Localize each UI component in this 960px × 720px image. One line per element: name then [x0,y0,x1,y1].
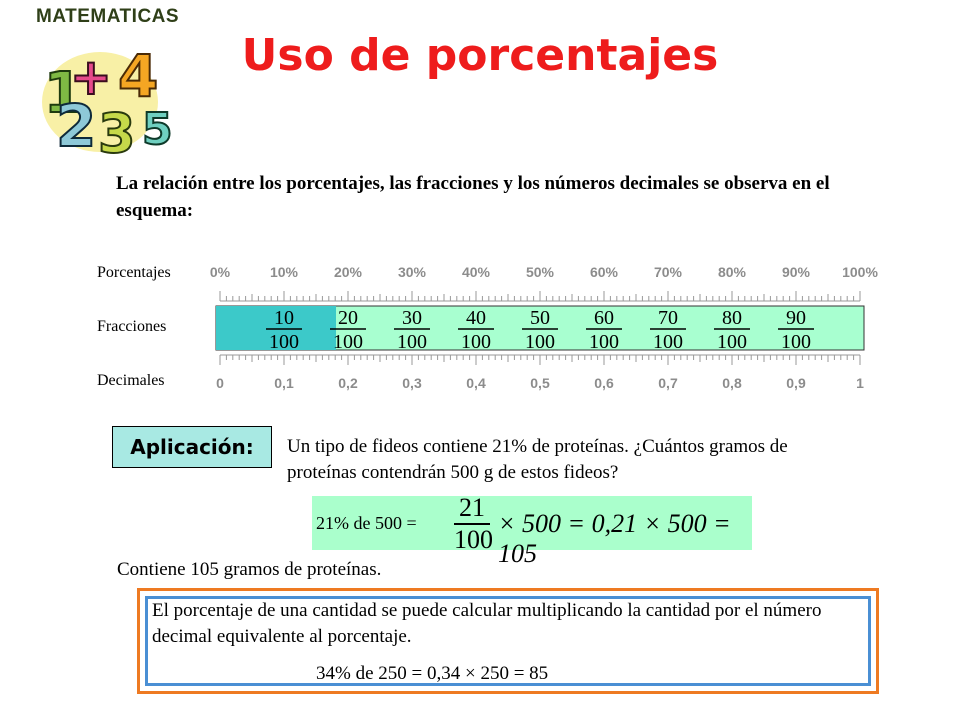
fraction-denominator: 100 [525,331,555,353]
fraction-bar-dark [216,306,336,350]
percent-tick-label: 60% [590,264,619,280]
application-question: Un tipo de fideos contiene 21% de proteí… [287,436,788,483]
formula-lead: 21% de 500 = [316,513,417,533]
formula-numerator: 21 [459,493,485,522]
fraction-denominator: 100 [397,331,427,353]
svg-text:3: 3 [98,102,136,156]
row-label-percent: Porcentajes [97,264,171,281]
decimal-tick-label: 1 [856,375,864,391]
decimal-tick-label: 0,1 [274,375,294,391]
percent-tick-label: 40% [462,264,491,280]
decimal-tick-label: 0,4 [466,375,486,391]
page-title: Uso de porcentajes [241,30,719,81]
svg-text:4: 4 [118,42,158,110]
decimal-tick-label: 0,6 [594,375,614,391]
decimal-tick-label: 0,9 [786,375,806,391]
rule-box: El porcentaje de una cantidad se puede c… [137,588,879,694]
percent-tick-label: 20% [334,264,363,280]
fraction-numerator: 60 [594,307,614,329]
decimal-tick-label: 0 [216,375,224,391]
fraction-numerator: 70 [658,307,678,329]
percent-tick-label: 80% [718,264,747,280]
numbers-logo-icon: 1 + 4 2 3 5 [42,41,174,166]
decimal-tick-label: 0,8 [722,375,742,391]
application-label: Aplicación: [112,426,272,468]
svg-text:1: 1 [44,61,83,126]
logo-text: MATEMATICAS [36,6,180,27]
fraction-denominator: 100 [717,331,747,353]
matematicas-logo: MATEMATICAS 1 + 4 2 3 5 [30,6,200,166]
decimal-tick-label: 0,2 [338,375,358,391]
decimal-tick-label: 0,7 [658,375,678,391]
fraction-denominator: 100 [653,331,683,353]
percent-tick-label: 90% [782,264,811,280]
row-label-decimals: Decimales [97,372,165,389]
formula-fraction: 21 100 [454,493,493,554]
svg-text:2: 2 [56,92,96,156]
percent-tick-label: 0% [210,264,231,280]
fraction-denominator: 100 [333,331,363,353]
formula-rest: × 500 = 0,21 × 500 = 105 [498,509,731,568]
fraction-denominator: 100 [589,331,619,353]
intro-text: La relación entre los porcentajes, las f… [116,173,830,221]
fraction-numerator: 30 [402,307,422,329]
percent-tick-label: 100% [842,264,878,280]
rule-text: El porcentaje de una cantidad se puede c… [152,600,822,647]
fraction-numerator: 80 [722,307,742,329]
svg-text:+: + [70,48,112,106]
fraction-numerator: 20 [338,307,358,329]
decimal-tick-label: 0,3 [402,375,422,391]
fraction-denominator: 100 [269,331,299,353]
percent-tick-label: 30% [398,264,427,280]
rule-example: 34% de 250 = 0,34 × 250 = 85 [316,663,549,684]
fraction-numerator: 50 [530,307,550,329]
percent-fraction-decimal-scale: 0% 10% 20% 30% 40% 50% 60% 70% 80% 90% 100% 0 0,1 0,2… [210,264,879,391]
row-label-fractions: Fracciones [97,318,167,335]
formula-denominator: 100 [454,525,493,554]
fraction-bar [454,523,490,525]
result-text: Contiene 105 gramos de proteínas. [117,559,382,580]
fraction-numerator: 90 [786,307,806,329]
svg-text:5: 5 [142,104,173,155]
decimal-tick-label: 0,5 [530,375,550,391]
fraction-denominator: 100 [461,331,491,353]
fraction-numerator: 10 [274,307,294,329]
fraction-numerator: 40 [466,307,486,329]
percent-tick-label: 70% [654,264,683,280]
fraction-denominator: 100 [781,331,811,353]
formula-box: 21% de 500 = 21 100 × 500 = 0,21 × 500 =… [312,494,752,568]
percent-tick-label: 10% [270,264,299,280]
percent-tick-label: 50% [526,264,555,280]
rule-inner-border [145,596,871,686]
